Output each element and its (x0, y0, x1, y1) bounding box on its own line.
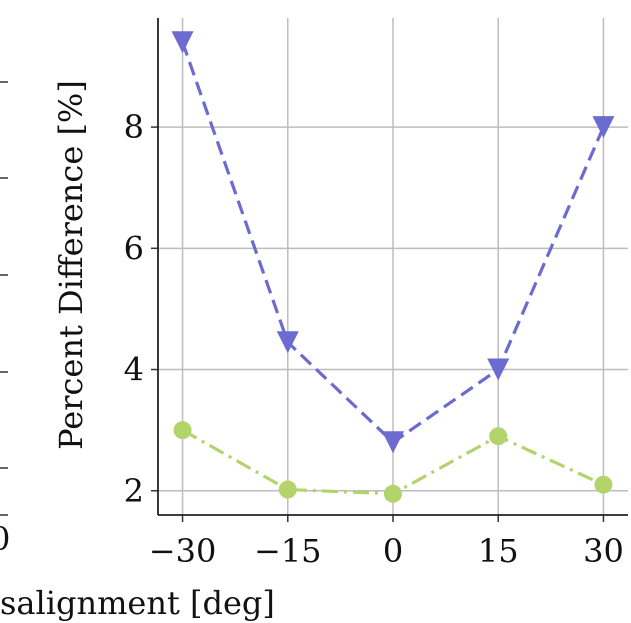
series-point-1 (489, 427, 508, 446)
series-point-0 (276, 331, 299, 354)
series-point-0 (382, 431, 404, 454)
y-tick-label: 2 (124, 472, 144, 510)
series-point-0 (487, 358, 510, 381)
y-tick-label: 6 (124, 229, 144, 267)
x-tick-label: 30 (583, 532, 624, 570)
x-axis-label: salignment [deg] (0, 584, 275, 622)
tick-labels: −30 −15 0 15 30 2 4 6 8 (124, 108, 624, 570)
x-tick-label: −30 (149, 532, 217, 570)
series-point-1 (173, 421, 192, 440)
axes (151, 18, 628, 522)
series-point-0 (171, 31, 194, 54)
left-panel-fragment: 0 (0, 81, 10, 558)
series-point-1 (278, 480, 297, 499)
y-axis-label: Percent Difference [%] (52, 80, 90, 450)
x-tick-label: 0 (383, 532, 403, 570)
x-tick-label: −15 (254, 532, 322, 570)
y-tick-label: 8 (124, 108, 144, 146)
series-point-1 (384, 484, 402, 503)
x-tick-label: 15 (478, 532, 519, 570)
series-point-0 (592, 116, 615, 139)
series-point-1 (594, 475, 613, 494)
series-layer (171, 31, 615, 503)
y-tick-label: 4 (124, 351, 144, 389)
left-panel-x-tick-label: 0 (0, 520, 10, 558)
